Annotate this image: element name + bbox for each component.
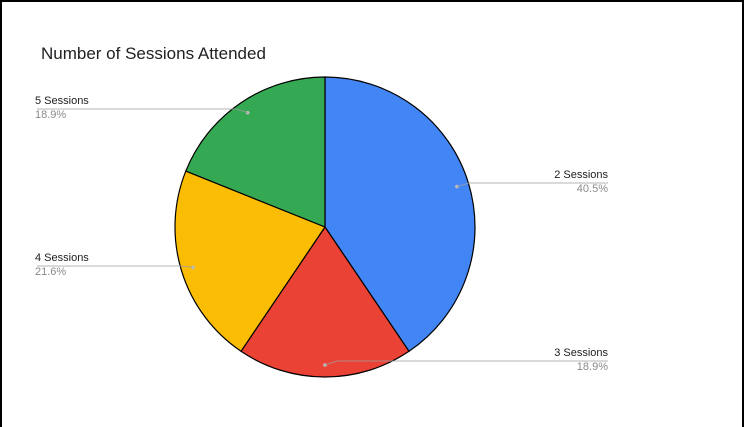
slice-label: 2 Sessions [554,169,608,181]
pie-slice-4-sessions [174,170,326,353]
slice-label: 5 Sessions [35,95,89,107]
leader-line [456,182,608,187]
leader-line [37,265,194,268]
slice-percent-label: 18.9% [35,109,66,121]
slice-percent-label: 40.5% [577,183,608,195]
slice-label: 4 Sessions [35,252,89,264]
slice-percent-label: 18.9% [577,361,608,373]
chart-title: Number of Sessions Attended [41,44,266,63]
leader-line [324,360,608,366]
leader-line [37,108,248,114]
pie-slice-5-sessions [185,76,326,228]
slice-label: 3 Sessions [554,347,608,359]
pie-slice-3-sessions [240,225,410,378]
slice-percent-label: 21.6% [35,266,66,278]
